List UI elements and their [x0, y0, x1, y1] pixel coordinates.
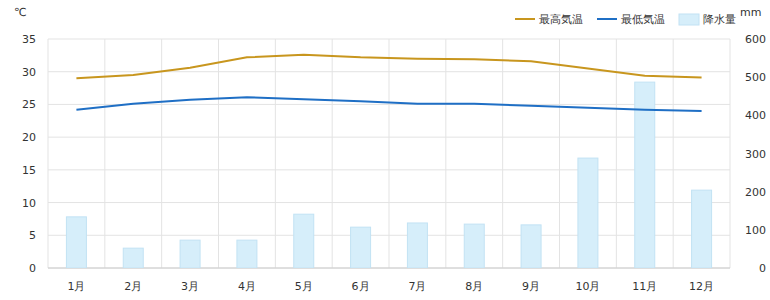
chart: 0 5 10 15 20 25 30 35 0 100 200 300 400 500 600 1月 2月 3月 4…: [0, 0, 770, 300]
plot-area: [66, 55, 711, 268]
legend-item: 最高気温: [515, 13, 583, 26]
x-tick-label: 12月: [689, 280, 714, 293]
y-axis-label: ℃: [14, 6, 26, 19]
bar: [66, 217, 86, 268]
bar: [521, 225, 541, 268]
x-tick-label: 7月: [408, 280, 426, 293]
y-tick-label: 10: [22, 197, 36, 210]
y-tick-label: 5: [29, 229, 36, 242]
x-tick-label: 5月: [295, 280, 313, 293]
grid-line-vertical: [389, 39, 390, 268]
y-tick-label: 30: [22, 66, 36, 79]
grid-line-vertical: [502, 39, 503, 268]
grid-line-vertical: [275, 39, 276, 268]
bar: [237, 240, 257, 268]
x-tick-label: 3月: [181, 280, 199, 293]
y-tick-label: 15: [22, 164, 36, 177]
legend-item: 最低気温: [597, 13, 665, 26]
grid-line-vertical: [161, 39, 162, 268]
y-tick-label: 0: [29, 262, 36, 275]
x-tick-label: 1月: [67, 280, 85, 293]
y2-tick-label: 0: [759, 262, 766, 275]
x-tick-label: 4月: [238, 280, 256, 293]
y2-tick-label: 100: [745, 224, 766, 237]
bar: [578, 158, 598, 268]
x-tick-label: 10月: [575, 280, 600, 293]
legend-label: 最低気温: [621, 13, 665, 26]
x-tick-label: 9月: [522, 280, 540, 293]
x-tick-label: 2月: [124, 280, 142, 293]
grid-line: [48, 268, 730, 269]
legend-swatch: [597, 18, 617, 20]
bar: [123, 248, 143, 268]
legend-label: 最高気温: [539, 13, 583, 26]
chart-root: 0 5 10 15 20 25 30 35 0 100 200 300 400 500 600 1月 2月 3月 4…: [0, 0, 770, 300]
x-tick-label: 11月: [632, 280, 657, 293]
grid-line-vertical: [673, 39, 674, 268]
grid-line-vertical: [616, 39, 617, 268]
y2-tick-label: 200: [745, 186, 766, 199]
y2-tick-label: 300: [745, 148, 766, 161]
x-tick-label: 8月: [465, 280, 483, 293]
y-tick-label: 25: [22, 98, 36, 111]
legend-swatch: [515, 18, 535, 20]
legend-label: 降水量: [703, 13, 736, 26]
x-axis: [48, 268, 730, 269]
grid-line-vertical: [730, 39, 731, 268]
grid-line-vertical: [218, 39, 219, 268]
y2-tick-label: 600: [745, 33, 766, 46]
bar: [407, 223, 427, 268]
grid-line-vertical: [445, 39, 446, 268]
legend-swatch: [679, 14, 699, 25]
bar: [692, 190, 712, 268]
x-tick-label: 6月: [352, 280, 370, 293]
y2-axis-label: mm: [740, 6, 761, 19]
y-tick-label: 35: [22, 33, 36, 46]
line: [76, 55, 701, 79]
y2-tick-label: 400: [745, 109, 766, 122]
grid-line-vertical: [332, 39, 333, 268]
y-tick-label: 20: [22, 131, 36, 144]
grid-line-vertical: [559, 39, 560, 268]
line: [76, 97, 701, 111]
bar: [464, 224, 484, 268]
bar: [180, 240, 200, 268]
grid-line-vertical: [48, 39, 49, 268]
legend-item: 降水量: [679, 13, 736, 26]
y2-tick-label: 500: [745, 71, 766, 84]
grid-line-vertical: [104, 39, 105, 268]
bar: [294, 214, 314, 268]
bar: [351, 227, 371, 268]
